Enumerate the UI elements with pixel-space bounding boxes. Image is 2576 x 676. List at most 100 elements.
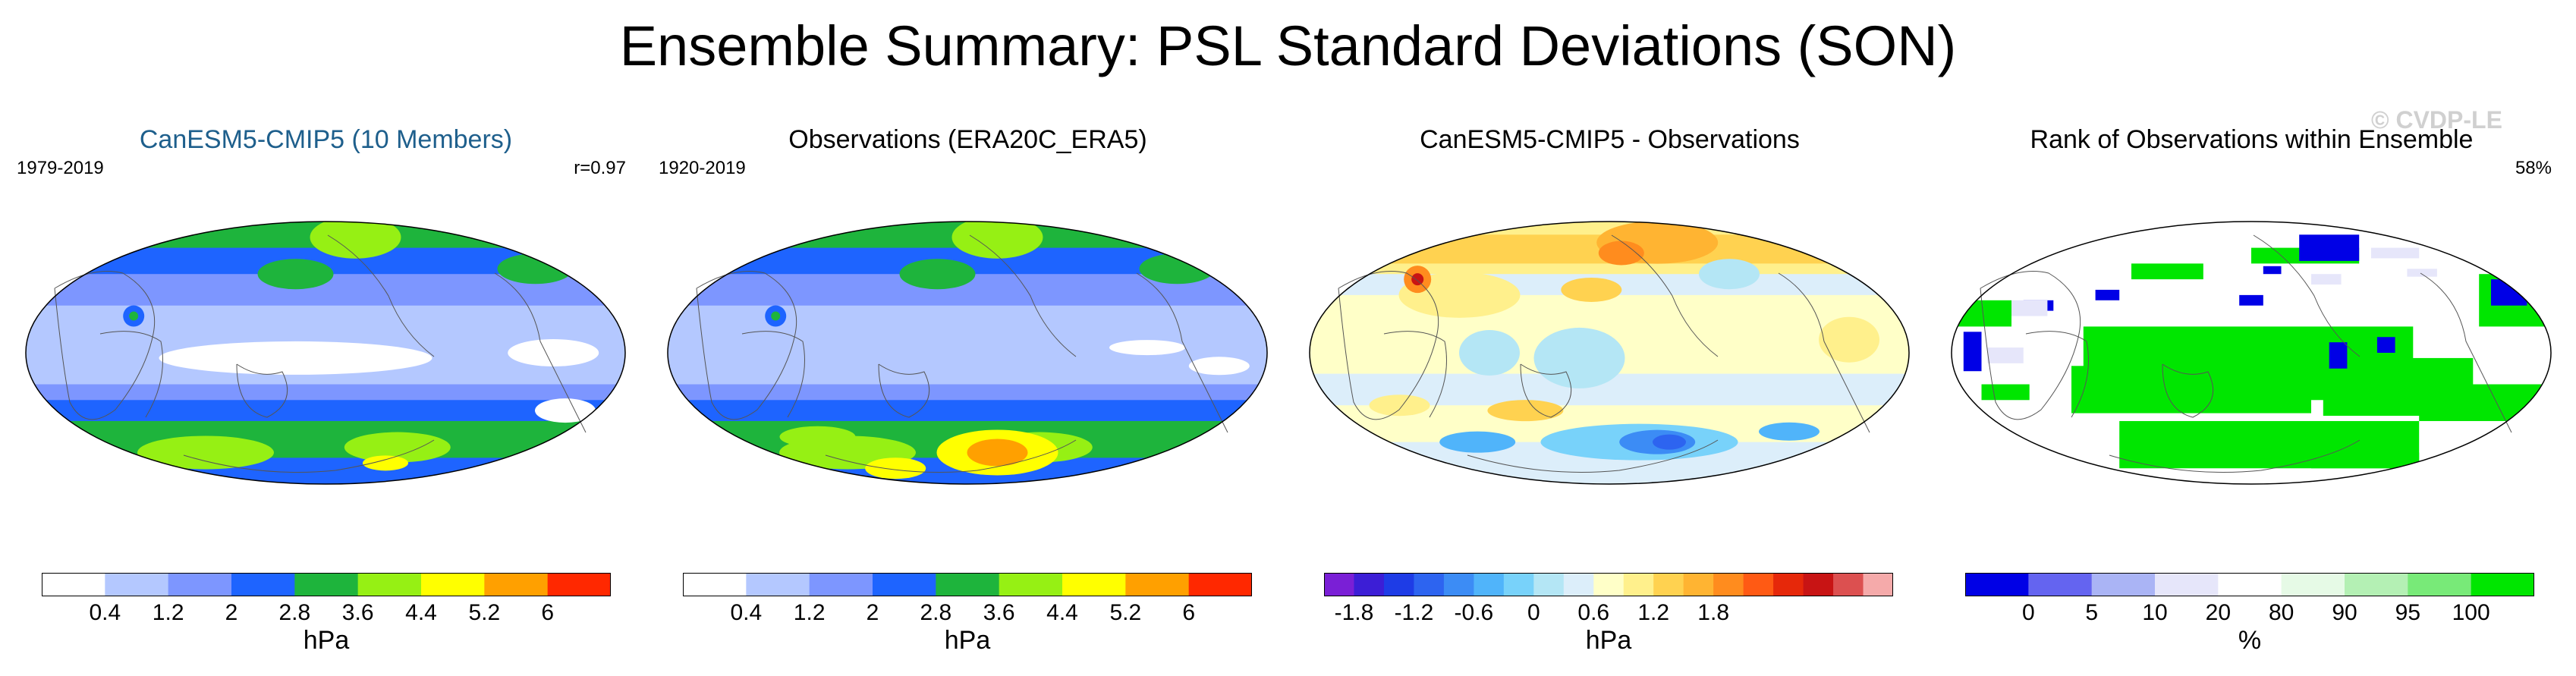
coastline [2025, 331, 2089, 418]
panel-stat: r=0.97 [574, 158, 626, 178]
coastline [696, 271, 797, 420]
colorbar-tick-label: 1.8 [1697, 600, 1729, 625]
watermark: © CVDP-LE [2371, 106, 2502, 134]
rank-cell-block [1952, 300, 2011, 327]
colorbar-swatch [809, 573, 873, 596]
rank-cell-block [1981, 384, 2030, 401]
colorbar-tick-label: 10 [2142, 600, 2167, 625]
rank-cell-block [2311, 274, 2342, 285]
field-blob [1561, 277, 1622, 302]
colorbar-tick-label: 6 [541, 600, 554, 625]
colorbar-tick-label: 90 [2332, 600, 2357, 625]
field-blob [497, 253, 574, 285]
coastline [1980, 271, 2081, 420]
colorbar-swatch [1683, 573, 1714, 596]
field-blob [1487, 400, 1564, 422]
colorbar-tick-label: 0 [1527, 600, 1540, 625]
coastline [2162, 363, 2214, 418]
colorbar-tick-label: 6 [1182, 600, 1195, 625]
panel-period: 1979-2019 [17, 158, 104, 178]
colorbar-swatch [1324, 573, 1354, 596]
colorbar-swatch [547, 573, 611, 596]
colorbar-swatch [1713, 573, 1744, 596]
field-blob [1819, 316, 1879, 363]
colorbar-swatch [1474, 573, 1505, 596]
colorbar-swatch [1563, 573, 1594, 596]
colorbar-swatch [2218, 573, 2282, 596]
field-blob [344, 432, 451, 463]
colorbar-swatch [1062, 573, 1126, 596]
colorbar-swatch [1773, 573, 1804, 596]
colorbar-swatch [357, 573, 422, 596]
field-blob [137, 435, 274, 470]
colorbar-swatch [1803, 573, 1834, 596]
colorbar-tick-label: 4.4 [1046, 600, 1078, 625]
colorbar-tick-label: 5.2 [1109, 600, 1141, 625]
field-blob [1139, 253, 1216, 285]
colorbar-tick-label: 3.6 [342, 600, 374, 625]
rank-cell-block [2131, 263, 2203, 280]
field-blob [1533, 327, 1625, 388]
colorbar-swatch [1125, 573, 1190, 596]
panel-stat: 58% [2515, 158, 2552, 178]
coastline [969, 234, 1077, 357]
field-blob-tropics [1188, 357, 1250, 376]
field-blob [779, 426, 856, 448]
rank-cell-block [2491, 279, 2527, 306]
field-blob [1439, 431, 1516, 453]
colorbar-swatch [231, 573, 295, 596]
coastline [54, 271, 156, 420]
panel-difference: CanESM5-CMIP5 - Observations [1293, 114, 1926, 569]
panel-title: Observations (ERA20C_ERA5) [788, 125, 1147, 154]
map-outline [25, 221, 626, 485]
colorbar-swatch [2028, 573, 2093, 596]
colorbar-tick-label: 100 [2452, 600, 2490, 625]
colorbar-swatch [1188, 573, 1252, 596]
map-outline [1951, 221, 2552, 485]
coastlines [1980, 234, 2512, 473]
colorbar-tick-label: 0.6 [1577, 600, 1609, 625]
colorbar-difference: -1.8 -1.2 -0.6 0 0.6 1.2 1.8 hPa [1324, 573, 1893, 664]
coastline [183, 439, 435, 473]
colorbar-obs-sd-svg: 0.4 1.2 2 2.8 3.6 4.4 5.2 6 [683, 573, 1252, 625]
colorbar-swatch [2091, 573, 2156, 596]
colorbar-swatch [484, 573, 549, 596]
colorbar-obs-sd: 0.4 1.2 2 2.8 3.6 4.4 5.2 6 hPa [683, 573, 1252, 664]
map-outline [1309, 221, 1910, 485]
rank-cell-block [2263, 266, 2282, 275]
colorbar-model-sd: 0.4 1.2 2 2.8 3.6 4.4 5.2 6 hPa [42, 573, 611, 664]
colorbar-tick-label: 0.4 [89, 600, 121, 625]
rank-cell-block [1987, 347, 2024, 363]
colorbar-swatch [2345, 573, 2408, 596]
colorbar-tick-label: -1.2 [1395, 600, 1434, 625]
colorbar-swatch [1623, 573, 1654, 596]
colorbar-swatch [421, 573, 485, 596]
field-blob [129, 311, 139, 321]
coastline [2253, 234, 2361, 357]
colorbar-swatch [2408, 573, 2472, 596]
colorbar-swatch [1533, 573, 1565, 596]
rank-cell-block [2299, 234, 2360, 261]
rank-cell-block [2071, 366, 2311, 413]
main-title: Ensemble Summary: PSL Standard Deviation… [619, 14, 1957, 77]
colorbar-swatch [1965, 573, 2029, 596]
panel-obs-sd: Observations (ERA20C_ERA5) 1920-2019 [651, 114, 1285, 569]
field-blob [967, 439, 1028, 467]
colorbar-tick-label: -1.8 [1335, 600, 1374, 625]
colorbar-units: hPa [303, 626, 350, 655]
coastline [494, 272, 587, 433]
field-blob [1411, 273, 1424, 286]
coastline [1338, 271, 1439, 420]
rank-cell-block [2011, 300, 2048, 316]
field-blob [1459, 330, 1520, 376]
coastline [2109, 439, 2361, 473]
colorbar-swatch [2281, 573, 2345, 596]
colorbar-swatch [294, 573, 359, 596]
colorbar-swatch [2471, 573, 2534, 596]
coastline [2420, 272, 2512, 433]
coastline [825, 439, 1077, 473]
coastlines [54, 234, 587, 473]
colorbar-swatch [1503, 573, 1534, 596]
field-blob [1759, 422, 1820, 441]
colorbar-tick-label: 80 [2269, 600, 2294, 625]
